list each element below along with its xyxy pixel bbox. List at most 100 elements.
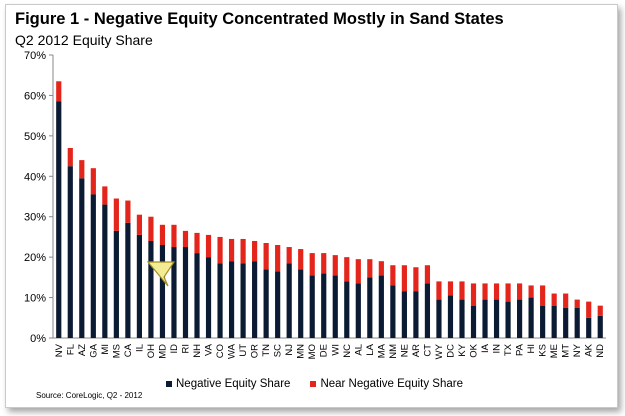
bar-near-negative-ny	[574, 299, 580, 308]
bar-near-negative-ga	[90, 168, 96, 195]
x-tick-label-va: VA	[204, 343, 215, 356]
bar-near-negative-nh	[194, 232, 200, 254]
bar-negative-or	[252, 261, 258, 338]
x-tick-label-co: CO	[215, 344, 226, 358]
legend-swatch-near-negative	[310, 381, 317, 387]
bar-negative-hi	[528, 297, 534, 338]
y-tick-label: 40%	[24, 171, 46, 183]
bar-negative-nd	[597, 315, 603, 338]
x-tick-label-pa: PA	[515, 343, 526, 356]
bar-near-negative-sc	[275, 245, 281, 272]
bar-near-negative-de	[321, 253, 327, 274]
x-tick-label-wa: WA	[227, 343, 238, 359]
legend: Negative Equity Share Near Negative Equi…	[166, 378, 463, 390]
bar-near-negative-la	[367, 259, 373, 278]
bar-near-negative-mo	[309, 253, 315, 276]
bar-near-negative-al	[355, 259, 361, 284]
y-tick-label: 50%	[24, 131, 46, 143]
bar-negative-az	[79, 178, 85, 338]
x-tick-label-ma: MA	[376, 343, 387, 358]
x-tick-label-ar: AR	[411, 344, 422, 357]
y-tick-label: 30%	[24, 212, 46, 224]
bar-near-negative-in	[493, 283, 500, 300]
bar-near-negative-wy	[436, 281, 442, 300]
y-tick-label: 10%	[24, 293, 46, 305]
x-tick-label-il: IL	[134, 344, 145, 352]
x-tick-label-mt: MT	[561, 344, 572, 358]
bar-negative-de	[321, 273, 327, 338]
bar-negative-pa	[517, 299, 523, 338]
bar-near-negative-wi	[332, 255, 338, 276]
bar-near-negative-nm	[390, 265, 396, 286]
bar-negative-nm	[390, 285, 396, 338]
bar-near-negative-nv	[56, 81, 62, 102]
bar-negative-ms	[113, 230, 119, 338]
x-tick-label-la: LA	[365, 343, 376, 355]
bar-negative-nv	[56, 101, 62, 338]
bar-negative-dc	[447, 295, 454, 338]
bar-negative-ks	[540, 305, 546, 338]
bar-near-negative-mt	[563, 293, 569, 308]
bar-negative-va	[205, 257, 212, 338]
x-tick-label-ny: NY	[572, 343, 583, 357]
source-note: Source: CoreLogic, Q2 - 2012	[36, 391, 143, 400]
x-tick-label-me: ME	[549, 344, 560, 358]
x-tick-label-mo: MO	[307, 344, 318, 359]
bar-negative-mn	[298, 269, 304, 338]
x-tick-label-ks: KS	[538, 344, 549, 357]
y-tick-label: 20%	[24, 252, 46, 264]
bar-near-negative-ak	[586, 301, 592, 318]
bar-near-negative-oh	[148, 216, 154, 241]
bar-near-negative-ut	[240, 238, 246, 264]
bar-near-negative-ct	[424, 265, 431, 284]
x-tick-label-nj: NJ	[284, 344, 295, 356]
bar-negative-wi	[332, 275, 338, 338]
bar-negative-ct	[424, 283, 431, 338]
y-tick-label: 70%	[24, 50, 46, 62]
pointer-arrow-icon	[146, 261, 176, 287]
x-tick-label-ky: KY	[457, 343, 468, 356]
x-tick-label-al: AL	[353, 344, 364, 356]
bar-negative-ga	[90, 194, 96, 338]
chart-plot: 0% 10% 20% 30% 40% 50% 60% 70% NV FL AZ GA MI MS CA IL…	[24, 50, 606, 359]
x-tick-label-az: AZ	[77, 344, 88, 356]
x-tick-label-nm: NM	[388, 344, 399, 359]
x-tick-label-de: DE	[319, 344, 330, 357]
bar-negative-md	[159, 245, 166, 338]
bar-negative-ak	[586, 317, 592, 338]
bar-negative-mt	[563, 307, 569, 338]
legend-item-negative: Negative Equity Share	[166, 378, 290, 390]
bar-negative-ma	[378, 275, 384, 338]
x-tick-label-md: MD	[157, 344, 168, 359]
bar-negative-ri	[182, 247, 189, 338]
x-tick-label-wi: WI	[330, 344, 341, 356]
bar-negative-ky	[459, 299, 465, 338]
bar-negative-ny	[574, 307, 580, 338]
bar-near-negative-or	[252, 240, 258, 262]
x-tick-label-nd: ND	[595, 344, 606, 358]
bar-near-negative-mn	[298, 249, 304, 270]
bar-near-negative-ri	[182, 230, 189, 248]
bar-near-negative-ar	[413, 267, 419, 292]
legend-label-negative: Negative Equity Share	[176, 378, 291, 390]
bar-near-negative-ne	[401, 265, 407, 292]
bar-near-negative-ok	[470, 283, 477, 306]
bar-negative-id	[171, 247, 177, 338]
x-tick-label-tn: TN	[261, 344, 272, 357]
x-tick-label-in: IN	[492, 344, 503, 354]
bar-negative-in	[493, 299, 500, 338]
x-tick-label-id: ID	[169, 344, 180, 354]
bar-negative-tn	[263, 269, 269, 338]
bar-negative-ia	[482, 299, 488, 338]
x-tick-label-hi: HI	[526, 344, 537, 354]
bar-negative-ut	[240, 263, 246, 338]
x-tick-label-oh: OH	[146, 344, 157, 358]
bar-near-negative-nd	[597, 305, 603, 316]
bar-near-negative-ma	[378, 261, 384, 276]
bar-negative-co	[217, 263, 223, 338]
bar-negative-sc	[275, 271, 281, 338]
x-tick-label-ct: CT	[422, 344, 433, 357]
bar-near-negative-nc	[344, 257, 350, 282]
y-tick-label: 60%	[24, 90, 46, 102]
bar-negative-me	[551, 305, 557, 338]
